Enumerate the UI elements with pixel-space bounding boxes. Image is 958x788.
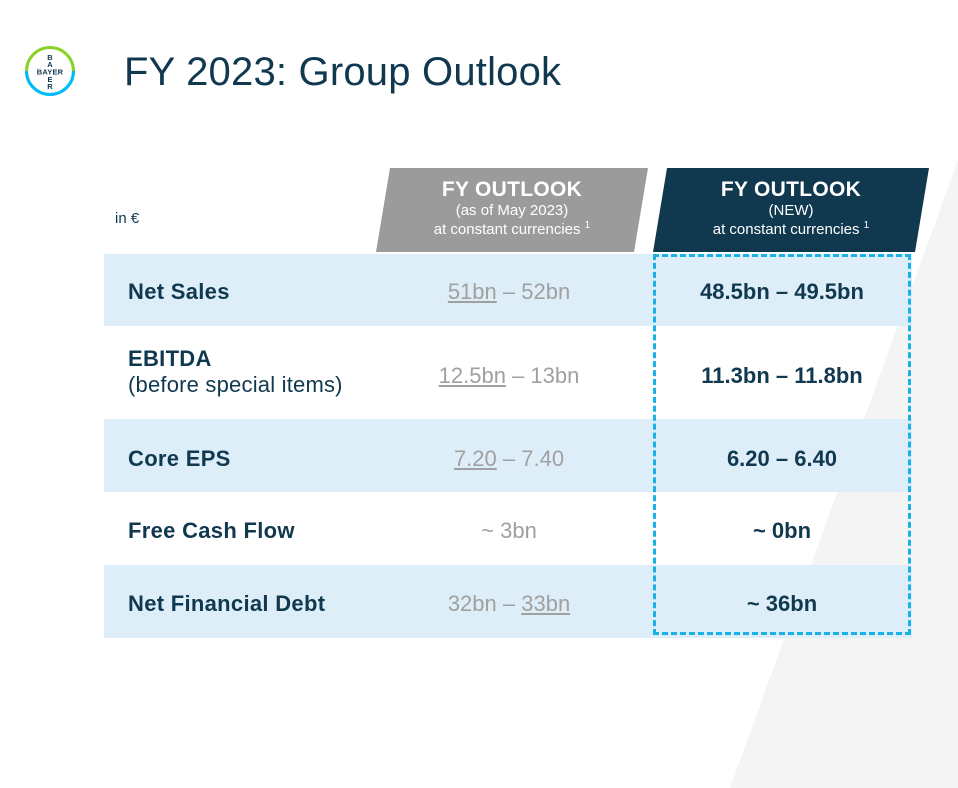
svg-text:E: E bbox=[47, 75, 52, 84]
new-outlook-value: 11.3bn – 11.8bn bbox=[701, 363, 863, 388]
footnote-marker: 1 bbox=[584, 220, 591, 232]
old-outlook-value: 7.20 – 7.40 bbox=[453, 446, 565, 471]
header-old-shape bbox=[376, 168, 648, 252]
table-row: Net Financial Debt 32bn – 33bn ~ 36bn bbox=[104, 565, 912, 638]
header-old-subtitle: (as of May 2023) bbox=[455, 202, 569, 220]
header-old-outlook: FY OUTLOOK (as of May 2023) at constant … bbox=[376, 168, 648, 252]
row-label: Free Cash Flow bbox=[128, 518, 295, 543]
table-row: Net Sales 51bn – 52bn 48.5bn – 49.5bn bbox=[104, 254, 912, 326]
unit-label: in € bbox=[115, 210, 140, 227]
table-row: Free Cash Flow ~ 3bn ~ 0bn bbox=[104, 492, 912, 565]
row-label: Core EPS bbox=[128, 446, 231, 471]
row-sublabel: (before special items) bbox=[128, 372, 343, 397]
header-new-outlook: FY OUTLOOK (NEW) at constant currencies … bbox=[653, 168, 929, 252]
page-title: FY 2023: Group Outlook bbox=[124, 50, 562, 94]
row-label: EBITDA (before special items) bbox=[128, 346, 343, 397]
old-outlook-value: 12.5bn – 13bn bbox=[438, 363, 580, 388]
svg-text:BAYER: BAYER bbox=[37, 68, 64, 77]
table-row: Core EPS 7.20 – 7.40 6.20 – 6.40 bbox=[104, 419, 912, 492]
table-row: EBITDA (before special items) 12.5bn – 1… bbox=[104, 326, 912, 419]
svg-text:A: A bbox=[47, 60, 53, 69]
footnote-marker: 1 bbox=[863, 220, 870, 232]
svg-text:B: B bbox=[47, 53, 53, 62]
new-outlook-value: ~ 36bn bbox=[746, 591, 818, 616]
svg-text:R: R bbox=[47, 82, 53, 91]
bayer-logo: B A BAYER E R bbox=[25, 46, 75, 96]
new-outlook-highlight-box bbox=[653, 254, 911, 635]
header-new-shape bbox=[653, 168, 929, 252]
new-outlook-value: 48.5bn – 49.5bn bbox=[700, 279, 864, 304]
old-outlook-value: 51bn – 52bn bbox=[447, 279, 571, 304]
new-outlook-value: 6.20 – 6.40 bbox=[726, 446, 838, 471]
old-outlook-value: ~ 3bn bbox=[481, 518, 537, 543]
old-outlook-value: 32bn – 33bn bbox=[447, 591, 571, 616]
row-label: Net Sales bbox=[128, 279, 230, 304]
header-old-title: FY OUTLOOK bbox=[441, 178, 583, 201]
row-label: Net Financial Debt bbox=[128, 591, 326, 616]
new-outlook-value: ~ 0bn bbox=[752, 518, 812, 543]
header-old-note: at constant currencies 1 bbox=[433, 220, 591, 239]
header-new-note: at constant currencies 1 bbox=[712, 220, 870, 239]
header-new-subtitle: (NEW) bbox=[768, 202, 814, 220]
header-new-title: FY OUTLOOK bbox=[720, 178, 862, 201]
